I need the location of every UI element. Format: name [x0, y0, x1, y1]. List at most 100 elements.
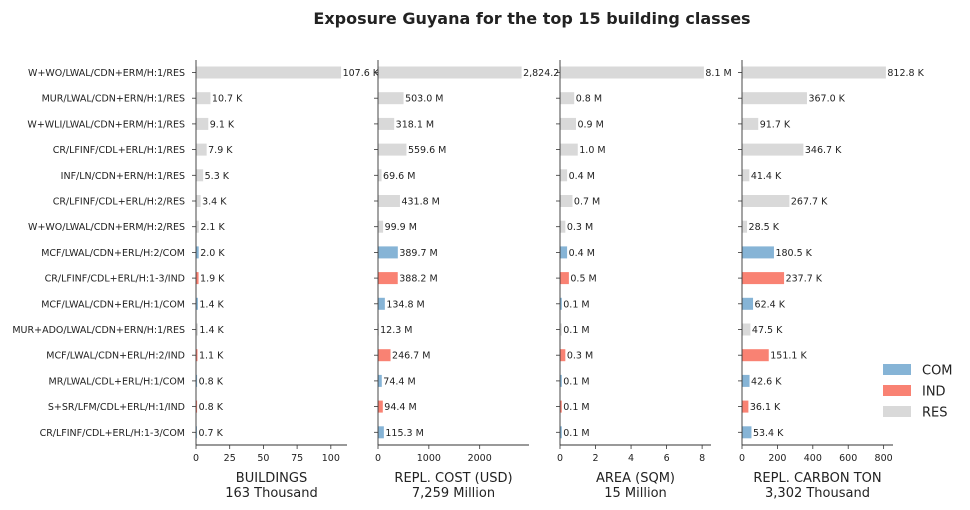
bar	[742, 246, 774, 259]
data-label: 5.3 K	[205, 171, 230, 182]
category-label: CR/LFINF/CDL+ERL/H:1/RES	[53, 145, 185, 156]
panel-total: 163 Thousand	[225, 486, 318, 501]
data-label: 2.0 K	[200, 248, 225, 259]
category-label: W+WLI/LWAL/CDN+ERM/H:1/RES	[27, 119, 185, 130]
bar	[560, 169, 568, 182]
bar	[560, 246, 568, 259]
bar	[742, 195, 790, 207]
data-label: 94.4 M	[384, 402, 416, 413]
data-label: 134.8 M	[386, 299, 424, 310]
category-label: W+WO/LWAL/CDN+ERM/H:1/RES	[28, 68, 185, 79]
x-tick-label: 200	[768, 453, 786, 464]
category-label: INF/LN/CDN+ERN/H:1/RES	[61, 171, 185, 182]
category-label: MCF/LWAL/CDN+ERL/H:2/IND	[46, 351, 185, 362]
data-label: 367.0 K	[808, 94, 845, 105]
data-label: 180.5 K	[775, 248, 812, 259]
data-label: 0.3 M	[567, 222, 593, 233]
legend-swatch	[883, 364, 911, 375]
bar	[196, 195, 201, 207]
bar	[560, 400, 562, 413]
data-label: 2.1 K	[200, 222, 225, 233]
data-label: 0.1 M	[563, 299, 589, 310]
legend-swatch	[883, 406, 911, 417]
data-label: 1.1 K	[199, 351, 224, 362]
bar	[378, 246, 398, 259]
bar	[742, 323, 751, 336]
bar	[378, 272, 398, 285]
x-tick-label: 8	[699, 453, 705, 464]
bar	[196, 272, 199, 285]
bar	[742, 272, 785, 285]
bar	[742, 220, 748, 233]
x-tick-label: 400	[804, 453, 822, 464]
data-label: 503.0 M	[405, 94, 443, 105]
bar	[196, 220, 199, 233]
data-label: 74.4 M	[383, 376, 415, 387]
bar	[378, 349, 391, 362]
bar	[742, 349, 769, 362]
data-label: 431.8 M	[401, 197, 439, 208]
panel-total: 3,302 Thousand	[765, 486, 870, 501]
data-label: 0.8 M	[576, 94, 602, 105]
bar	[378, 297, 385, 310]
bar	[560, 426, 562, 439]
data-label: 115.3 M	[385, 428, 423, 439]
data-label: 1.0 M	[579, 145, 605, 156]
data-label: 91.7 K	[760, 119, 791, 130]
bar	[742, 400, 749, 413]
x-tick-label: 0	[193, 453, 199, 464]
data-label: 0.1 M	[563, 428, 589, 439]
bar	[560, 297, 562, 310]
x-tick-label: 4	[628, 453, 634, 464]
data-label: 36.1 K	[750, 402, 781, 413]
bar	[560, 66, 704, 79]
bar	[378, 66, 522, 79]
bar	[560, 374, 562, 387]
data-label: 42.6 K	[751, 376, 782, 387]
data-label: 0.3 M	[567, 351, 593, 362]
data-label: 0.8 K	[199, 402, 224, 413]
data-label: 62.4 K	[755, 299, 786, 310]
x-tick-label: 25	[224, 453, 236, 464]
bar	[742, 117, 759, 130]
data-label: 69.6 M	[383, 171, 415, 182]
data-label: 151.1 K	[770, 351, 807, 362]
data-label: 1.9 K	[200, 274, 225, 285]
data-label: 41.4 K	[751, 171, 782, 182]
bar	[378, 426, 384, 439]
data-label: 7.9 K	[208, 145, 233, 156]
bar	[560, 323, 562, 336]
data-label: 388.2 M	[399, 274, 437, 285]
x-tick-label: 600	[839, 453, 857, 464]
bar	[378, 92, 404, 105]
bar	[560, 143, 578, 156]
bar	[560, 220, 566, 233]
bar	[560, 92, 575, 105]
data-label: 0.1 M	[563, 402, 589, 413]
data-label: 3.4 K	[202, 197, 227, 208]
category-label: MR/LWAL/CDL+ERL/H:1/COM	[49, 376, 185, 387]
bar	[742, 92, 807, 105]
data-label: 0.1 M	[563, 376, 589, 387]
panel-buildings: 107.6 K 10.7 K 9.1 K 7.9 K 5.3 K 3.4 K 2.1 K 2.…	[192, 60, 380, 501]
data-label: 53.4 K	[753, 428, 784, 439]
chart-title: Exposure Guyana for the top 15 building …	[313, 9, 750, 28]
bar	[742, 374, 750, 387]
data-label: 8.1 M	[705, 68, 731, 79]
bar	[196, 374, 198, 387]
bar	[742, 426, 752, 439]
x-tick-label: 1000	[417, 453, 441, 464]
bar	[742, 297, 754, 310]
category-label: MCF/LWAL/CDN+ERL/H:2/COM	[41, 248, 185, 259]
data-label: 1.4 K	[199, 325, 224, 336]
data-label: 47.5 K	[752, 325, 783, 336]
bar	[196, 323, 198, 336]
chart-panels: 107.6 K 10.7 K 9.1 K 7.9 K 5.3 K 3.4 K 2.1 K 2.…	[192, 60, 925, 501]
x-tick-label: 0	[375, 453, 381, 464]
category-label: W+WO/LWAL/CDN+ERM/H:2/RES	[28, 222, 185, 233]
data-label: 2,824.2	[523, 68, 559, 79]
bar	[196, 297, 198, 310]
x-tick-label: 75	[291, 453, 303, 464]
